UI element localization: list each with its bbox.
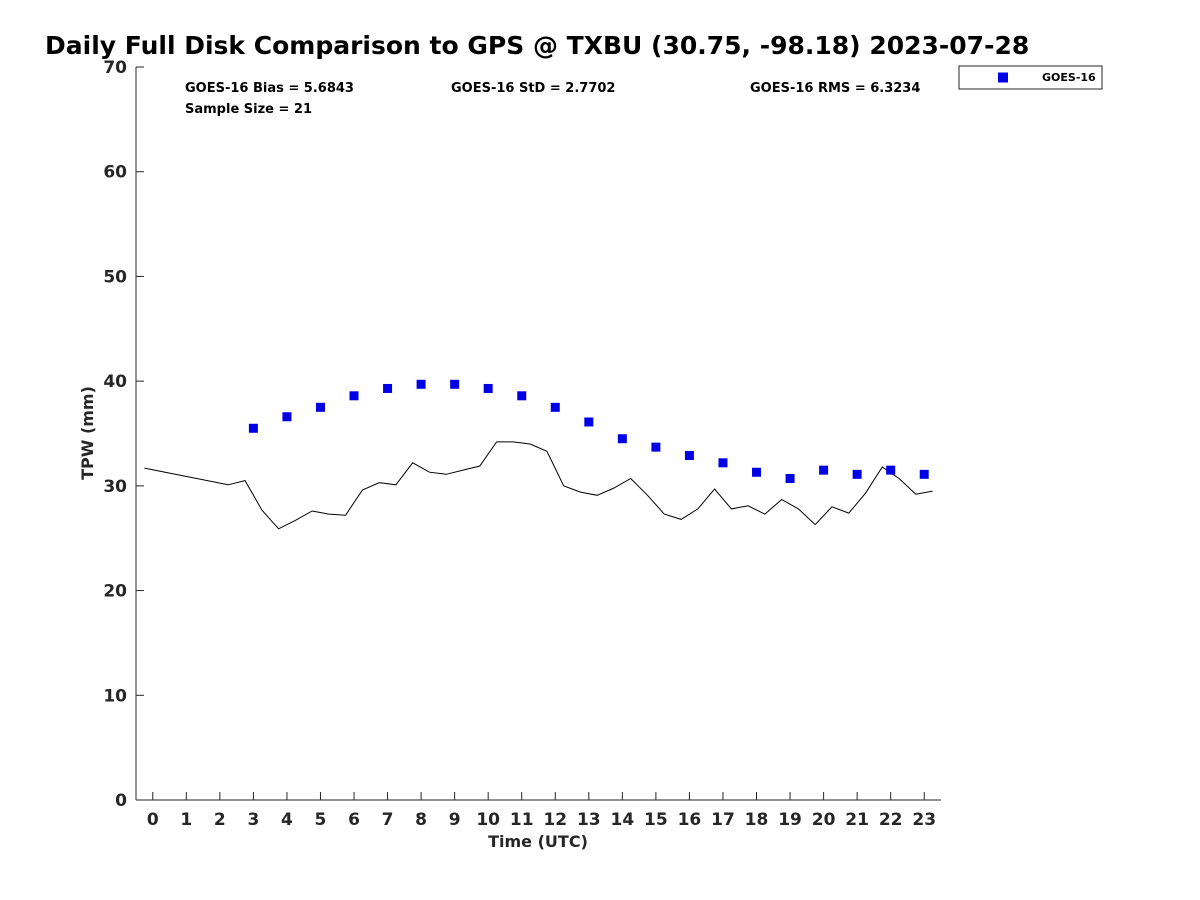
x-tick-label: 17 [711,810,735,830]
x-tick-label: 23 [912,810,936,830]
x-tick-label: 11 [510,810,534,830]
goes16-data-point [517,391,527,401]
x-tick-label: 18 [745,810,769,830]
x-tick-label: 14 [611,810,635,830]
goes16-data-point [919,469,929,479]
x-tick-label: 20 [812,810,836,830]
goes16-data-point [550,402,560,412]
x-tick-label: 5 [315,810,327,830]
goes16-data-point [282,412,292,422]
x-tick-label: 1 [180,810,192,830]
x-tick-label: 3 [247,810,259,830]
stat-std: GOES-16 StD = 2.7702 [451,81,615,96]
goes16-scatter-series [248,379,929,484]
goes16-data-point [450,379,460,389]
goes16-data-point [617,434,627,444]
x-tick-label: 10 [476,810,500,830]
x-tick-label: 12 [543,810,567,830]
gps-tpw-line [144,441,933,530]
x-tick-label: 8 [415,810,427,830]
x-tick-label: 19 [778,810,802,830]
goes16-data-point [718,458,728,468]
x-tick-label: 13 [577,810,601,830]
x-axis-label: Time (UTC) [488,832,588,851]
goes16-data-point [315,402,325,412]
x-tick-label: 15 [644,810,668,830]
x-tick-label: 9 [449,810,461,830]
legend-box [958,65,1103,90]
y-tick-label: 40 [103,372,127,392]
goes16-data-point [684,450,694,460]
goes16-data-point [785,474,795,484]
goes16-data-point [852,469,862,479]
stat-rms: GOES-16 RMS = 6.3234 [750,81,920,96]
y-tick-label: 70 [103,58,127,78]
goes16-data-point [752,467,762,477]
x-tick-label: 21 [845,810,869,830]
goes16-data-point [584,417,594,427]
x-tick-label: 7 [382,810,394,830]
goes16-data-point [651,442,661,452]
x-tick-label: 16 [678,810,702,830]
stat-bias: GOES-16 Bias = 5.6843 [185,81,354,96]
goes16-data-point [819,465,829,475]
y-tick-label: 0 [115,791,127,811]
y-tick-label: 30 [103,477,127,497]
chart-title: Daily Full Disk Comparison to GPS @ TXBU… [45,31,1029,60]
y-axis-label: TPW (mm) [78,386,97,480]
x-tick-label: 2 [214,810,226,830]
legend: GOES-16 [958,65,1103,90]
y-tick-label: 60 [103,163,127,183]
y-tick-label: 10 [103,686,127,706]
x-tick-label: 6 [348,810,360,830]
goes16-data-point [886,465,896,475]
gps-line-series [144,441,933,530]
y-tick-label: 20 [103,582,127,602]
x-axis-ticks: 0 1 2 3 4 5 6 7 8 9 10 11 12 13 14 15 16 17 18 19 20 21 22 23 [147,792,936,830]
stat-sample-size: Sample Size = 21 [185,102,312,117]
goes16-data-point [349,391,359,401]
goes16-data-point [248,423,258,433]
goes16-data-point [416,379,426,389]
y-tick-label: 50 [103,267,127,287]
legend-label-goes16: GOES-16 [1042,71,1096,84]
x-tick-label: 22 [879,810,903,830]
x-tick-label: 4 [281,810,293,830]
legend-marker-goes16 [998,72,1008,83]
y-axis-ticks: 0 10 20 30 40 50 60 70 [103,58,144,811]
plot-axes [135,67,941,801]
x-tick-label: 0 [147,810,159,830]
goes16-data-point [483,383,493,393]
goes16-data-point [383,383,393,393]
